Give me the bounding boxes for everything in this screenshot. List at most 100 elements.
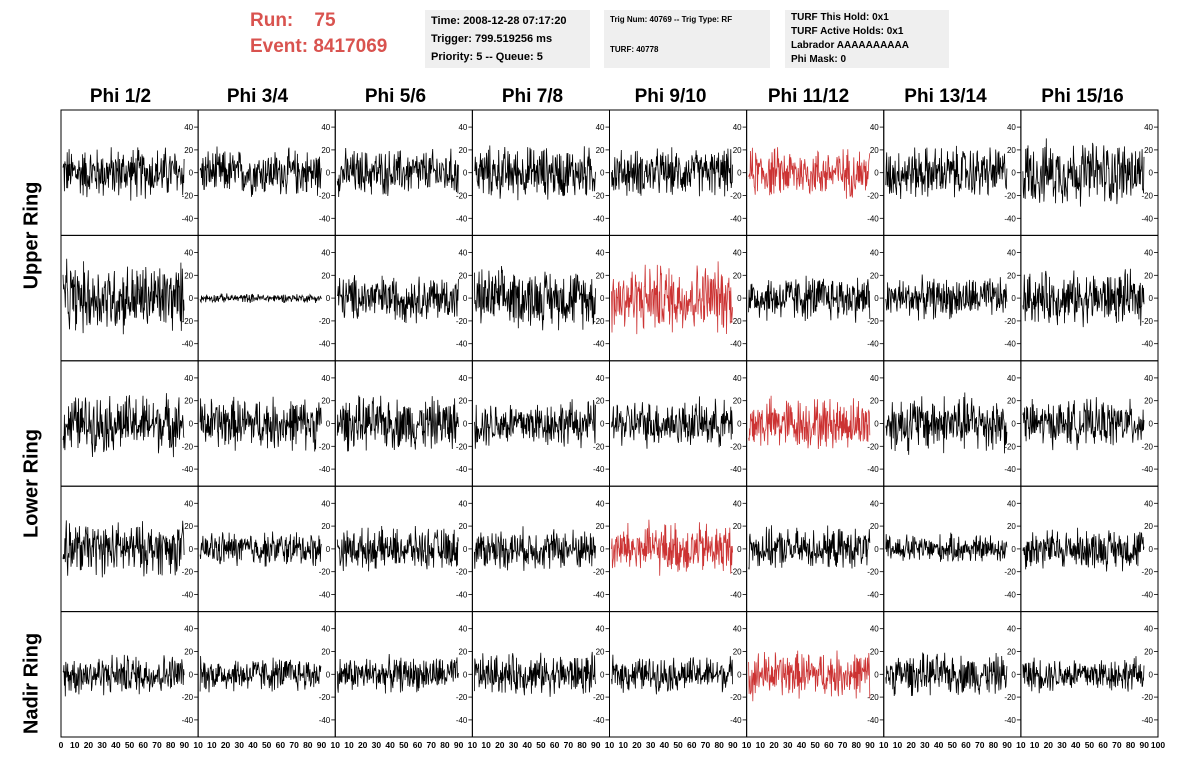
y-tick-label: -20 [730,693,742,702]
waveform-panel-r2-c6: 40 20 0 -20 -40 [883,360,1022,487]
y-tick-label: 40 [184,625,193,634]
x-tick-label: 20 [495,740,505,750]
y-tick-label: 0 [737,545,742,554]
phi-label-6: Phi 11/12 [767,86,850,107]
y-tick-label: 0 [1149,545,1154,554]
y-tick-label: 40 [1007,374,1016,383]
y-tick-label: -20 [319,317,331,326]
y-tick-label: -20 [593,442,605,451]
x-tick-label: 0 [59,740,64,750]
waveform-panel-r4-c5: 40 20 0 -20 -40 [746,611,885,738]
y-tick-label: 40 [1007,625,1016,634]
turf-line: TURF: 40778 [610,45,659,54]
y-tick-label: 20 [733,397,742,406]
x-tick-label: 80 [577,740,587,750]
x-tick-label: 60 [550,740,560,750]
y-tick-label: 20 [596,522,605,531]
y-tick-label: -40 [182,716,194,725]
y-tick-label: 40 [458,499,467,508]
y-tick-label: -40 [319,465,331,474]
x-tick-label: 90 [1140,740,1150,750]
waveform-panel-r4-c4: 40 20 0 -20 -40 [609,611,748,738]
y-tick-label: -40 [730,340,742,349]
waveform-panel-r2-c3: 40 20 0 -20 -40 [471,360,610,487]
x-tick-label: 60 [687,740,697,750]
phi-mask-line: Phi Mask: 0 [791,54,847,65]
y-tick-label: 0 [600,420,605,429]
y-tick-label: -20 [1004,568,1016,577]
y-tick-label: 40 [596,625,605,634]
waveform-panel-r3-c0: 40 20 0 -20 -40 [60,485,199,613]
x-tick-label: 70 [701,740,711,750]
y-tick-label: 0 [326,420,331,429]
x-tick-label: 40 [660,740,670,750]
y-tick-label: -20 [456,693,468,702]
y-tick-label: -20 [182,317,194,326]
waveform-panel-r4-c3: 40 20 0 -20 -40 [471,611,610,738]
y-tick-label: -20 [730,442,742,451]
y-tick-label: 20 [870,397,879,406]
run-value: 75 [314,10,336,31]
waveform-trace [62,520,185,578]
waveform-panel-r3-c1: 40 20 0 -20 -40 [197,485,336,613]
waveform-panel-r0-c7: 40 20 0 -20 -40 [1020,109,1159,236]
y-tick-label: -40 [456,465,468,474]
waveform-trace [611,654,733,695]
y-tick-label: -40 [1004,465,1016,474]
y-tick-label: 40 [733,374,742,383]
waveform-panel-r0-c0: 40 20 0 -20 -40 [60,109,199,236]
y-tick-label: -20 [1141,192,1153,201]
y-tick-label: -20 [593,568,605,577]
waveform-panel-r3-c5: 40 20 0 -20 -40 [746,485,885,613]
y-tick-label: 40 [1144,123,1153,132]
y-tick-label: 20 [1144,146,1153,155]
waveform-trace [336,147,459,198]
waveform-trace [611,396,733,449]
x-tick-label: 50 [1085,740,1095,750]
y-tick-label: -40 [867,716,879,725]
y-tick-label: 20 [184,397,193,406]
waveform-panel-r2-c4: 40 20 0 -20 -40 [609,360,748,487]
x-tick-label: 40 [522,740,532,750]
x-tick-label: 10 [1016,740,1026,750]
y-tick-label: 20 [458,271,467,280]
y-tick-label: 20 [870,271,879,280]
x-tick-label: 10 [481,740,491,750]
y-tick-label: 20 [1007,397,1016,406]
y-tick-label: -40 [593,591,605,600]
waveform-trace [199,146,322,197]
waveform-panel-r2-c0: 40 20 0 -20 -40 [60,360,199,487]
y-tick-label: 40 [870,249,879,258]
waveform-panel-r4-c1: 40 20 0 -20 -40 [197,611,336,738]
waveform-panel-r0-c6: 40 20 0 -20 -40 [883,109,1022,236]
y-tick-label: -40 [1141,716,1153,725]
y-tick-label: 20 [458,146,467,155]
x-tick-label: 70 [975,740,985,750]
y-tick-label: 40 [321,374,330,383]
y-tick-label: 40 [596,374,605,383]
y-tick-label: 20 [596,271,605,280]
labrador-line: Labrador AAAAAAAAAA [791,40,909,51]
x-tick-label: 10 [879,740,889,750]
x-tick-label: 30 [509,740,519,750]
y-tick-label: 20 [1007,648,1016,657]
waveform-panel-r2-c5: 40 20 0 -20 -40 [746,360,885,487]
waveform-trace [199,293,322,304]
y-tick-label: 0 [600,169,605,178]
y-tick-label: 20 [1144,648,1153,657]
y-tick-label: 20 [1144,271,1153,280]
y-tick-label: 0 [1011,670,1016,679]
y-tick-label: 40 [321,249,330,258]
y-tick-label: -20 [867,192,879,201]
y-tick-label: 40 [870,123,879,132]
y-tick-label: 20 [596,397,605,406]
y-tick-label: -40 [456,214,468,223]
x-tick-label: 90 [865,740,875,750]
y-tick-label: -40 [593,465,605,474]
x-tick-label: 20 [358,740,368,750]
y-tick-label: 0 [1149,294,1154,303]
y-tick-label: -40 [1004,716,1016,725]
y-tick-label: 20 [184,271,193,280]
waveform-trace [336,653,459,694]
